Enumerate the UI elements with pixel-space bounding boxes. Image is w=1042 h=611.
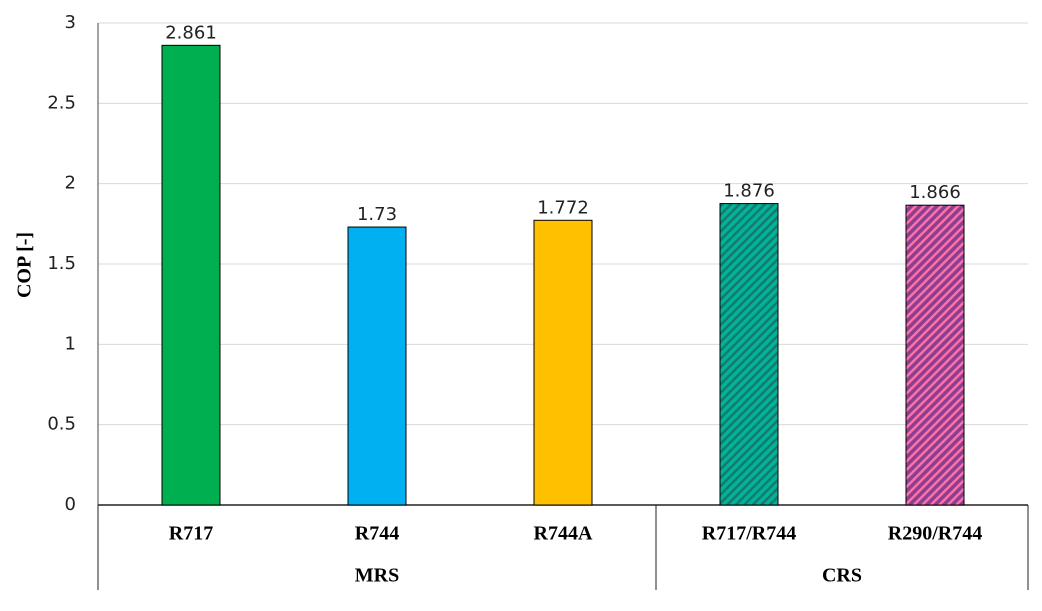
x-tick-label: R290/R744 — [888, 523, 982, 545]
bar — [347, 226, 407, 506]
group-label: CRS — [822, 565, 862, 587]
y-tick-label: 0.5 — [47, 414, 76, 435]
y-tick-label: 3 — [65, 12, 76, 33]
y-tick-label: 1 — [65, 333, 76, 354]
value-label: 1.772 — [537, 197, 589, 218]
value-label: 1.866 — [909, 182, 961, 203]
group-label: MRS — [355, 565, 399, 587]
bar — [719, 203, 779, 506]
x-tick-label: R717 — [169, 523, 213, 545]
value-label: 1.73 — [357, 204, 397, 225]
bar — [161, 44, 221, 506]
x-tick-label: R744 — [355, 523, 399, 545]
x-tick-label: R717/R744 — [702, 523, 796, 545]
y-tick-label: 1.5 — [47, 253, 76, 274]
y-axis-title: COP [-] — [14, 232, 36, 298]
value-label: 1.876 — [723, 181, 775, 202]
y-tick-label: 0 — [65, 494, 76, 515]
bar — [905, 204, 965, 506]
y-tick-label: 2.5 — [47, 92, 76, 113]
value-label: 2.861 — [165, 22, 217, 43]
bar — [533, 219, 593, 506]
x-tick-label: R744A — [534, 523, 593, 545]
y-tick-label: 2 — [65, 173, 76, 194]
